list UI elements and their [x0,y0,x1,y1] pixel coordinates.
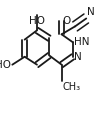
Text: HO: HO [0,60,11,70]
Text: HN: HN [74,37,89,47]
Text: N: N [74,52,82,62]
Text: O: O [63,16,71,26]
Text: CH₃: CH₃ [63,82,81,92]
Text: N: N [87,7,95,17]
Text: HO: HO [29,16,45,26]
